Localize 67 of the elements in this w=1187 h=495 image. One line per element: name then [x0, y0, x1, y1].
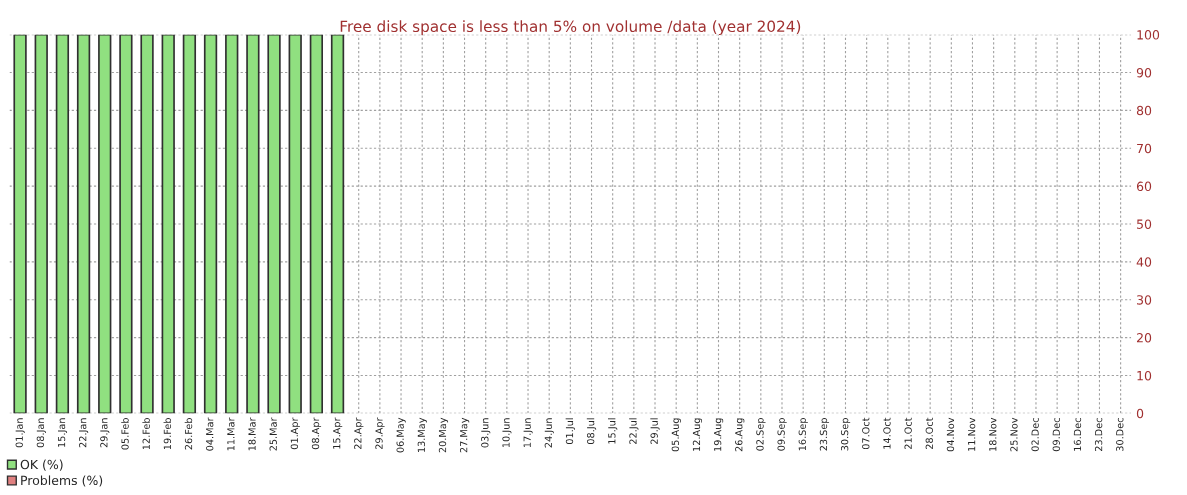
- x-tick-label: 23.Dec: [1094, 418, 1103, 452]
- x-tick-label: 29.Apr: [375, 417, 385, 450]
- x-tick-label: 26.Feb: [184, 418, 193, 450]
- x-tick-label: 17.Jun: [523, 418, 533, 448]
- x-tick-label: 24.Jun: [544, 418, 554, 448]
- x-tick-label: 11.Mar: [227, 417, 235, 451]
- x-tick-label: 30.Dec: [1116, 418, 1124, 452]
- x-tick-label: 07.Oct: [862, 417, 870, 450]
- x-tick-label: 09.Dec: [1052, 418, 1060, 452]
- y-tick-label: 0: [1136, 408, 1144, 419]
- x-tick-label: 14.Oct: [883, 417, 891, 449]
- x-tick-label: 25.Mar: [269, 417, 277, 451]
- x-tick-label: 05.Aug: [671, 418, 681, 452]
- x-tick-label: 09.Sep: [777, 418, 787, 451]
- y-tick-label: 20: [1136, 333, 1152, 343]
- legend-label: Problems (%): [21, 475, 103, 487]
- x-tick-label: 08.Apr: [311, 417, 322, 450]
- x-tick-label: 16.Dec: [1073, 418, 1082, 451]
- x-tick-label: 08.Jan: [36, 418, 46, 448]
- y-tick-label: 60: [1136, 181, 1152, 192]
- x-tick-label: 30.Sep: [840, 418, 851, 451]
- x-tick-label: 27.May: [460, 417, 470, 453]
- x-tick-label: 22.Jan: [79, 418, 89, 448]
- x-tick-label: 28.Oct: [925, 417, 933, 450]
- x-tick-label: 26.Aug: [735, 418, 745, 452]
- x-tick-label: 12.Feb: [142, 418, 150, 450]
- x-tick-label: 08.Jul: [586, 418, 597, 445]
- x-tick-label: 22.Apr: [354, 417, 364, 450]
- chart-title: Free disk space is less than 5% on volume /data (year 2024): [340, 20, 801, 36]
- x-tick-label: 19.Aug: [713, 418, 724, 451]
- x-tick-label: 15.Apr: [333, 417, 343, 449]
- x-tick-label: 29.Jan: [100, 418, 110, 448]
- x-tick-label: 29.Jul: [650, 418, 660, 444]
- x-tick-label: 01.Jan: [15, 418, 25, 448]
- x-tick-label: 15.Jan: [58, 418, 68, 447]
- x-tick-label: 01.Apr: [290, 417, 300, 450]
- x-tick-label: 10.Jun: [502, 418, 512, 448]
- x-tick-label: 16.Sep: [798, 418, 808, 451]
- x-tick-label: 21.Oct: [904, 417, 912, 450]
- x-tick-label: 18.Nov: [989, 417, 997, 451]
- y-tick-label: 90: [1136, 67, 1152, 78]
- x-tick-label: 20.May: [438, 417, 449, 453]
- x-tick-label: 01.Jul: [565, 418, 575, 445]
- x-tick-label: 02.Sep: [756, 418, 766, 451]
- x-tick-label: 13.May: [417, 417, 427, 452]
- y-tick-label: 50: [1137, 219, 1152, 229]
- x-tick-label: 02.Dec: [1031, 418, 1039, 452]
- x-tick-label: 06.May: [396, 417, 406, 453]
- y-tick-label: 30: [1137, 295, 1152, 305]
- x-tick-label: 18.Mar: [248, 417, 256, 451]
- x-tick-label: 11.Nov: [968, 417, 976, 451]
- y-tick-label: 40: [1136, 257, 1152, 267]
- x-tick-label: 03.Jun: [481, 418, 491, 448]
- y-tick-label: 100: [1137, 30, 1160, 40]
- y-tick-label: 70: [1137, 143, 1152, 154]
- x-tick-label: 04.Mar: [206, 417, 214, 451]
- x-tick-label: 23.Sep: [819, 418, 830, 451]
- x-tick-label: 15.Jul: [607, 418, 618, 444]
- y-tick-label: 10: [1137, 370, 1152, 381]
- x-tick-label: 12.Aug: [692, 418, 703, 451]
- x-tick-label: 22.Jul: [629, 418, 639, 444]
- legend-label: OK (%): [20, 459, 63, 471]
- y-tick-label: 80: [1136, 105, 1152, 116]
- x-tick-label: 25.Nov: [1010, 417, 1018, 452]
- x-tick-label: 05.Feb: [121, 418, 129, 450]
- x-tick-label: 19.Feb: [163, 418, 172, 450]
- x-tick-label: 04.Nov: [946, 417, 955, 452]
